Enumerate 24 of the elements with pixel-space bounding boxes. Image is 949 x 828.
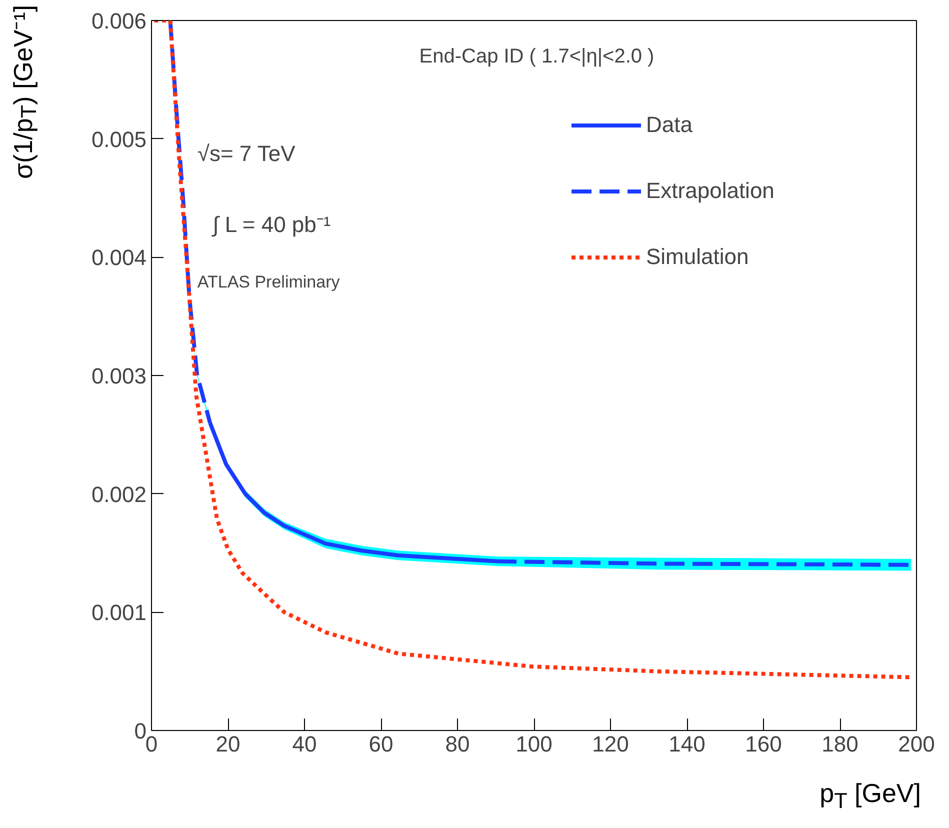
x-tick-label: 180 bbox=[822, 732, 858, 756]
x-tick-label: 160 bbox=[745, 732, 782, 756]
legend-label: Simulation bbox=[646, 244, 749, 270]
x-tick-label: 120 bbox=[592, 732, 629, 756]
annotation: End-Cap ID ( 1.7<|η|<2.0 ) bbox=[419, 45, 654, 68]
x-tick-label: 200 bbox=[898, 732, 935, 756]
annotation: √s= 7 TeV bbox=[197, 141, 296, 166]
y-tick-label: 0.001 bbox=[91, 600, 147, 626]
legend-label: Data bbox=[646, 112, 692, 138]
x-tick-label: 40 bbox=[292, 732, 317, 756]
x-tick-label: 80 bbox=[445, 732, 470, 756]
annotation: ∫ L = 40 pb⁻¹ bbox=[210, 212, 331, 238]
annotation: ATLAS Preliminary bbox=[197, 272, 340, 292]
y-tick-label: 0.004 bbox=[91, 245, 147, 270]
y-tick-label: 0.005 bbox=[91, 126, 147, 152]
x-tick-label: 20 bbox=[216, 732, 240, 756]
x-tick-label: 60 bbox=[368, 732, 394, 756]
x-axis-title: p$_{T}$ [GeV] bbox=[820, 777, 921, 816]
y-tick-label: 0.006 bbox=[91, 8, 147, 34]
x-tick-label: 100 bbox=[516, 732, 552, 756]
y-tick-label: 0.003 bbox=[91, 364, 147, 388]
legend-label: Extrapolation bbox=[646, 178, 774, 204]
y-tick-label: 0.002 bbox=[91, 482, 147, 507]
x-tick-label: 140 bbox=[668, 732, 706, 756]
